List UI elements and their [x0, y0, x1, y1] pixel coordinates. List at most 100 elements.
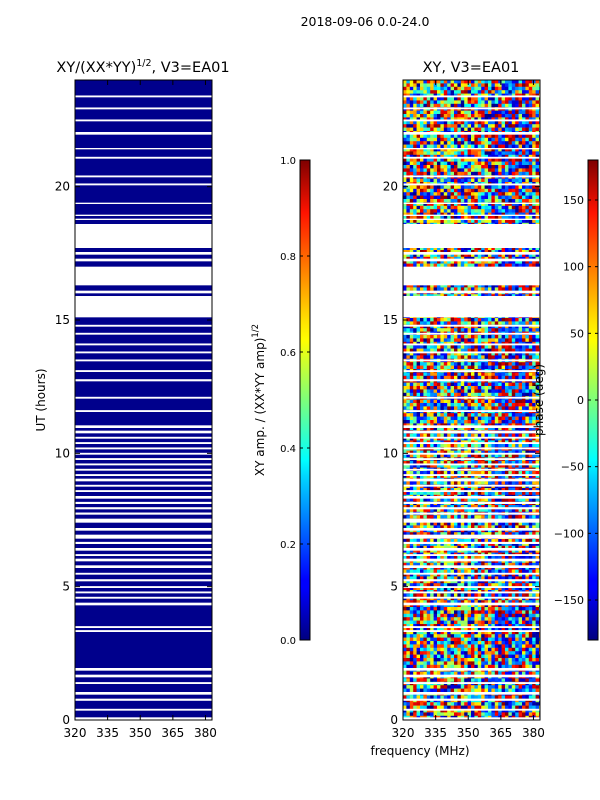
phase-cell — [477, 171, 482, 176]
phase-cell — [430, 437, 434, 441]
phase-cell — [511, 423, 516, 428]
phase-cell — [511, 338, 516, 343]
phase-cell — [508, 209, 513, 213]
phase-cell — [532, 205, 536, 210]
phase-cell — [423, 389, 428, 394]
phase-cell — [403, 154, 407, 159]
phase-cell — [532, 134, 536, 139]
phase-cell — [501, 416, 506, 421]
phase-cell — [484, 423, 489, 428]
phase-cell — [491, 83, 496, 88]
phase-cell — [423, 100, 428, 105]
phase-cell — [457, 158, 462, 162]
phase-cell — [501, 471, 506, 475]
phase-cell — [457, 328, 462, 332]
phase-cell — [416, 406, 421, 411]
phase-cell — [488, 375, 492, 380]
phase-cell — [532, 103, 536, 108]
phase-cell — [437, 263, 441, 268]
phase-cell — [511, 195, 516, 200]
phase-cell — [532, 127, 536, 132]
phase-cell — [437, 205, 441, 210]
phase-cell — [437, 450, 441, 455]
phase-cell — [511, 318, 516, 322]
phase-cell — [454, 86, 458, 91]
phase-cell — [467, 352, 472, 356]
phase-cell — [532, 178, 536, 183]
phase-cell — [409, 454, 414, 458]
phase-cell — [481, 406, 485, 411]
phase-cell — [484, 392, 489, 397]
phase-cell — [522, 403, 526, 407]
phase-cell — [474, 127, 479, 132]
phase-cell — [440, 471, 445, 475]
phase-cell — [505, 127, 509, 132]
phase-cell — [403, 328, 407, 332]
left-xtick-label: 350 — [129, 726, 152, 740]
phase-cell — [426, 80, 431, 84]
phase-cell — [501, 382, 506, 387]
phase-cell — [464, 365, 468, 370]
phase-cell — [522, 406, 526, 411]
phase-cell — [525, 413, 530, 417]
phase-cell — [464, 212, 468, 217]
phase-cell — [450, 246, 455, 251]
phase-cell — [484, 178, 489, 183]
phase-cell — [518, 443, 523, 448]
phase-cell — [511, 178, 516, 183]
phase-cell — [460, 413, 465, 417]
phase-cell — [430, 144, 434, 149]
phase-cell — [460, 423, 465, 428]
phase-cell — [440, 352, 445, 356]
phase-cell — [501, 212, 506, 217]
phase-cell — [420, 392, 424, 397]
phase-cell — [481, 253, 485, 258]
phase-cell — [457, 178, 462, 183]
phase-cell — [430, 450, 434, 455]
phase-cell — [440, 287, 445, 292]
phase-cell — [450, 86, 455, 91]
phase-cell — [423, 209, 428, 213]
phase-cell — [430, 420, 434, 424]
phase-cell — [501, 165, 506, 169]
phase-cell — [508, 423, 513, 428]
phase-cell — [525, 209, 530, 213]
phase-cell — [501, 335, 506, 339]
phase-cell — [426, 103, 431, 108]
phase-cell — [440, 335, 445, 339]
phase-cell — [440, 80, 445, 84]
phase-cell — [515, 83, 519, 88]
phase-cell — [416, 348, 421, 353]
phase-cell — [528, 338, 533, 343]
phase-cell — [403, 403, 407, 407]
phase-cell — [413, 389, 417, 394]
phase-cell — [515, 362, 519, 366]
phase-cell — [467, 114, 472, 118]
phase-cell — [440, 443, 445, 448]
phase-cell — [437, 437, 441, 441]
phase-cell — [535, 386, 540, 390]
phase-cell — [464, 199, 468, 203]
phase-cell — [409, 338, 414, 343]
phase-cell — [501, 372, 506, 377]
phase-cell — [467, 171, 472, 176]
phase-cell — [450, 420, 455, 424]
phase-cell — [423, 192, 428, 196]
phase-cell — [505, 165, 509, 169]
phase-cell — [498, 253, 502, 258]
phase-cell — [508, 284, 513, 288]
phase-cell — [460, 161, 465, 166]
phase-cell — [505, 199, 509, 203]
phase-cell — [443, 335, 448, 339]
phase-cell — [471, 443, 475, 448]
phase-cell — [467, 474, 472, 479]
phase-cell — [491, 352, 496, 356]
phase-cell — [535, 355, 540, 360]
phase-cell — [464, 205, 468, 210]
phase-cell — [511, 420, 516, 424]
phase-cell — [416, 263, 421, 268]
phase-cell — [484, 474, 489, 479]
phase-cell — [505, 80, 509, 84]
phase-cell — [447, 205, 451, 210]
phase-cell — [494, 464, 499, 468]
